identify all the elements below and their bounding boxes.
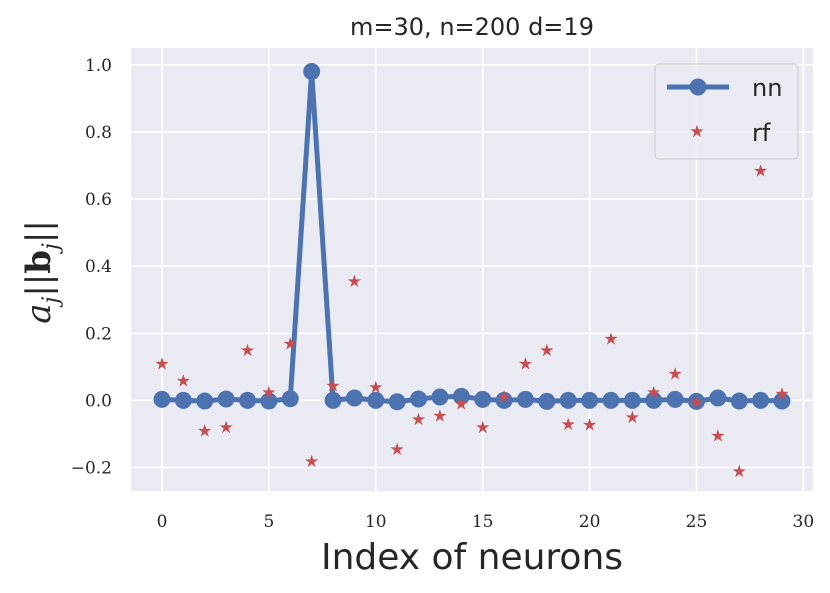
y-tick-label: 0.8 <box>85 123 112 143</box>
legend-entry-rf: ★ rf <box>689 119 770 147</box>
chart-title: m=30, n=200 d=19 <box>350 13 594 41</box>
series-rf-point: ★ <box>432 406 447 426</box>
series-rf-point: ★ <box>753 161 768 181</box>
series-nn-point <box>196 392 214 410</box>
x-tick-label: 0 <box>157 512 168 532</box>
series-rf-point: ★ <box>475 418 490 438</box>
series-nn-point <box>388 393 406 411</box>
series-rf-point: ★ <box>390 440 405 460</box>
x-axis-label: Index of neurons <box>321 537 623 578</box>
series-nn-point <box>730 392 748 410</box>
series-rf-point: ★ <box>240 341 255 361</box>
x-tick-label: 30 <box>793 512 815 532</box>
series-rf-point: ★ <box>518 354 533 374</box>
x-tick-label: 20 <box>579 512 601 532</box>
series-rf-point: ★ <box>261 383 276 403</box>
series-rf-point: ★ <box>304 452 319 472</box>
series-nn-point <box>666 390 684 408</box>
series-rf-point: ★ <box>347 272 362 292</box>
series-rf-point: ★ <box>667 365 682 385</box>
y-tick-labels: −0.2 0.0 0.2 0.4 0.6 0.8 1.0 <box>71 56 112 479</box>
series-nn-point <box>174 391 192 409</box>
data-series: ★ ★ ★ ★ ★ ★ ★ ★ ★ ★ ★ ★ ★ ★ ★ ★ ★ ★ ★ ★ ★ ★ ★ ★ ★ ★ ★ ★ ★ ★ <box>153 62 791 482</box>
series-nn-point <box>303 62 321 80</box>
series-nn-point <box>452 387 470 405</box>
series-nn-point <box>153 390 171 408</box>
series-nn-point <box>645 391 663 409</box>
series-nn-point <box>559 391 577 409</box>
x-tick-label: 15 <box>472 512 494 532</box>
y-tick-label: 0.6 <box>85 190 112 210</box>
y-tick-label: 0.2 <box>85 324 112 344</box>
series-rf-point: ★ <box>689 393 704 413</box>
legend: nn ★ rf <box>654 63 799 160</box>
series-rf-point: ★ <box>582 416 597 436</box>
series-nn-point <box>260 392 278 410</box>
series-nn-point <box>474 390 492 408</box>
series-rf-point: ★ <box>710 427 725 447</box>
series-rf-point: ★ <box>219 418 234 438</box>
series-nn-point <box>431 388 449 406</box>
series-rf-point: ★ <box>625 408 640 428</box>
series-nn-point <box>623 391 641 409</box>
y-tick-label: 0.0 <box>85 391 112 411</box>
series-rf-point: ★ <box>732 462 747 482</box>
series-nn-point <box>602 391 620 409</box>
series-nn-point <box>367 391 385 409</box>
x-tick-label: 5 <box>263 512 274 532</box>
series-rf-point: ★ <box>454 395 469 415</box>
legend-nn-marker <box>689 78 707 96</box>
series-nn-point <box>709 389 727 407</box>
series-rf-point: ★ <box>646 383 661 403</box>
svg-text:aj||bj||: aj||bj|| <box>19 220 64 324</box>
series-rf-point: ★ <box>496 387 511 407</box>
series-rf-point: ★ <box>603 329 618 349</box>
series-rf-point: ★ <box>368 378 383 398</box>
x-tick-labels: 0 5 10 15 20 25 30 <box>157 512 815 532</box>
series-nn-point <box>324 391 342 409</box>
series-nn-point <box>773 392 791 410</box>
legend-rf-marker: ★ <box>689 122 704 142</box>
series-rf-point: ★ <box>154 354 169 374</box>
series-nn-point <box>345 389 363 407</box>
series-rf-point: ★ <box>774 385 789 405</box>
legend-nn-label: nn <box>752 74 782 102</box>
series-rf-point: ★ <box>325 376 340 396</box>
series-rf-point: ★ <box>197 422 212 442</box>
x-tick-label: 25 <box>686 512 708 532</box>
series-rf-point: ★ <box>539 341 554 361</box>
legend-rf-label: rf <box>752 119 771 147</box>
series-nn-point <box>217 390 235 408</box>
x-tick-label: 10 <box>365 512 387 532</box>
series-rf-point: ★ <box>283 334 298 354</box>
series-nn-point <box>495 391 513 409</box>
y-tick-label: −0.2 <box>71 459 112 479</box>
series-rf-point: ★ <box>561 415 576 435</box>
series-nn-point <box>281 390 299 408</box>
series-nn-point <box>581 391 599 409</box>
series-rf-point: ★ <box>176 371 191 391</box>
series-nn-point <box>239 391 257 409</box>
y-tick-label: 0.4 <box>85 257 112 277</box>
series-nn-point <box>516 390 534 408</box>
series-nn-point <box>410 390 428 408</box>
legend-entry-nn: nn <box>667 74 782 102</box>
series-nn-point <box>752 391 770 409</box>
y-axis-label: aj||bj|| <box>19 220 64 324</box>
series-nn-point <box>687 392 705 410</box>
series-rf-point: ★ <box>411 410 426 430</box>
y-tick-label: 1.0 <box>85 56 112 76</box>
series-nn-point <box>538 392 556 410</box>
